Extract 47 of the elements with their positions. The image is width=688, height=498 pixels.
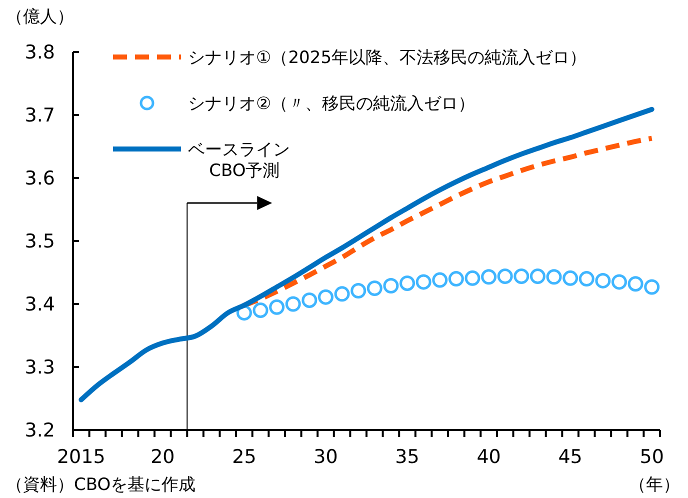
x-tick-label: 30 (314, 446, 338, 468)
point (562, 270, 578, 286)
text: （資料）CBOを基に作成 (6, 475, 196, 495)
point (628, 276, 644, 292)
point (318, 289, 334, 305)
ref-line-label: CBO予測 (209, 161, 280, 181)
legend-label: シナリオ②（〃、移民の純流入ゼロ） (188, 94, 476, 114)
point (350, 283, 366, 299)
y-tick-label: 3.4 (24, 294, 55, 316)
legend-label: ベースライン (188, 140, 290, 160)
x-tick-label: 50 (640, 446, 664, 468)
y-tick-label: 3.7 (24, 104, 55, 127)
x-tick-label: 40 (476, 446, 501, 468)
point (334, 286, 350, 302)
x-tick-label: 25 (232, 446, 256, 468)
point (448, 271, 464, 287)
point (302, 292, 318, 308)
point (416, 274, 432, 290)
point (432, 272, 448, 288)
point (366, 280, 382, 296)
y-tick-label: 3.3 (24, 356, 55, 379)
point (252, 302, 268, 318)
point (644, 279, 660, 295)
x-tick-label: 45 (558, 446, 582, 468)
point (578, 271, 594, 287)
point (481, 269, 497, 285)
y-tick-label: 3.8 (24, 42, 55, 64)
y-tick-label: 3.6 (24, 168, 55, 190)
point (530, 268, 546, 284)
point (546, 269, 562, 285)
y-tick-label: 3.2 (24, 420, 55, 442)
point (514, 268, 530, 284)
y-axis-title: （億人） (6, 7, 74, 27)
point (595, 272, 611, 288)
point (611, 274, 627, 290)
x-tick-label: 20 (150, 446, 175, 468)
x-axis-title: （年） (629, 475, 680, 495)
point (464, 270, 480, 286)
point (285, 296, 301, 312)
point (497, 268, 513, 284)
x-tick-label: 35 (395, 446, 420, 468)
point (269, 299, 285, 315)
point (383, 278, 399, 294)
point (400, 275, 416, 291)
y-tick-label: 3.5 (24, 230, 55, 253)
legend-label: シナリオ①（2025年以降、不法移民の純流入ゼロ） (188, 48, 587, 68)
x-tick-label: 2015 (56, 446, 106, 468)
